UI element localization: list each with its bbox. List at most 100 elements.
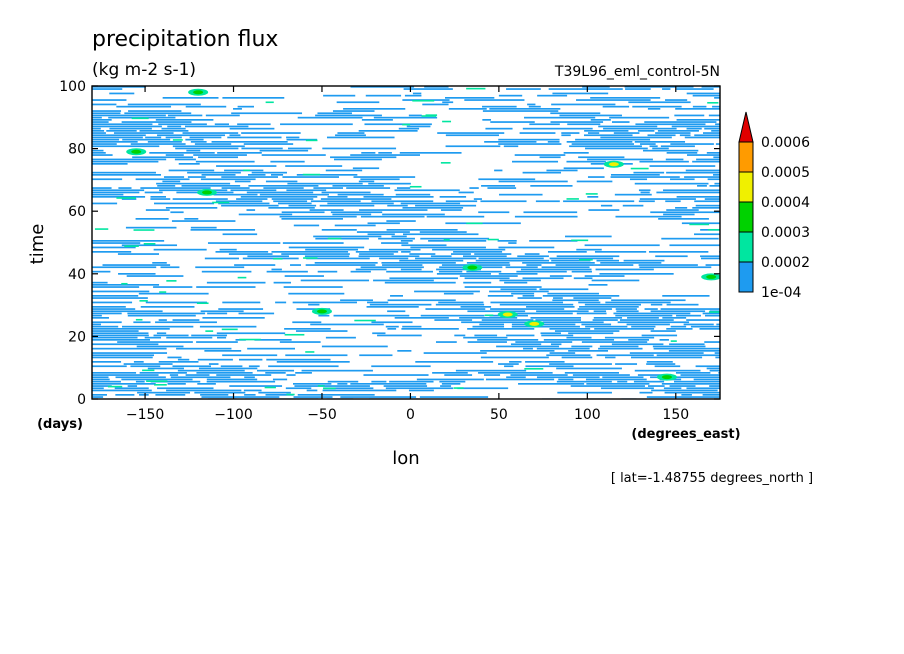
field-cell (692, 207, 720, 209)
field-cell (92, 125, 162, 128)
field-cell (229, 385, 283, 387)
field-cell (554, 330, 620, 332)
field-cell (172, 365, 212, 368)
field-cell (327, 202, 394, 205)
field-cell (127, 312, 206, 315)
field-cell (551, 259, 591, 262)
field-cell (643, 149, 699, 152)
field-cell (579, 306, 639, 308)
field-cell (526, 264, 542, 266)
field-cell (340, 299, 373, 302)
field-cell (381, 242, 409, 244)
field-cell (265, 394, 294, 396)
field-cell (436, 268, 482, 271)
field-cell (356, 231, 410, 233)
field-cell (605, 301, 671, 304)
field-cell (638, 264, 698, 266)
field-cell (587, 132, 600, 134)
colorbar: 1e-04 0.0002 0.0003 0.0004 0.0005 0.0006 (738, 111, 810, 301)
field-cell (135, 178, 190, 181)
field-cell (293, 224, 320, 227)
hotspot-core (467, 265, 478, 270)
field-cell (529, 123, 560, 126)
field-cell (663, 189, 720, 192)
field-cell (292, 301, 357, 304)
field-cell (305, 264, 376, 266)
field-cell (243, 389, 262, 392)
field-cell (524, 253, 540, 255)
field-cell (496, 345, 560, 348)
field-cell (230, 189, 277, 192)
field-cell (685, 169, 720, 172)
field-cell (445, 134, 499, 137)
field-cell (702, 132, 720, 134)
field-cell (323, 387, 374, 390)
field-cell (649, 165, 716, 167)
run-name-label: T39L96_eml_control-5N (554, 64, 720, 80)
field-cell (256, 369, 295, 372)
field-cell (472, 325, 505, 328)
x-tick-label: −100 (214, 407, 252, 423)
field-cell (438, 301, 484, 304)
field-cell (167, 383, 186, 385)
field-cell (332, 213, 372, 216)
field-cell (676, 119, 720, 121)
field-cell (686, 387, 720, 390)
field-cell (457, 387, 509, 390)
field-cell (409, 253, 436, 255)
field-cell (652, 147, 669, 150)
field-cell-level2 (354, 319, 376, 322)
field-cell (216, 374, 272, 376)
field-cell (168, 169, 215, 172)
field-cell (666, 303, 699, 306)
field-cell (214, 123, 229, 126)
field-cell (200, 178, 256, 181)
field-cell (675, 108, 720, 110)
field-cell-level2 (237, 276, 247, 279)
field-cell (416, 378, 484, 381)
colorbar-label: 1e-04 (761, 285, 801, 301)
field-cell (542, 295, 620, 297)
field-cell (279, 341, 321, 343)
field-cell (215, 251, 269, 253)
field-cell (480, 350, 555, 352)
field-cell (448, 108, 487, 110)
field-cell (350, 154, 421, 156)
field-cell (219, 248, 237, 251)
field-cell (489, 108, 561, 110)
field-cell (167, 114, 203, 117)
field-cell (716, 323, 720, 326)
field-cell (653, 347, 720, 350)
field-cell (584, 303, 641, 306)
field-cell (582, 86, 610, 88)
field-cell (398, 127, 420, 130)
field-cell (229, 134, 241, 137)
field-cell (640, 143, 656, 145)
field-cell (92, 325, 119, 328)
field-cell (240, 196, 318, 198)
field-cell-level2 (131, 117, 149, 120)
field-cell (310, 323, 384, 326)
field-cell (121, 121, 192, 123)
field-cell (290, 264, 301, 266)
field-cell (563, 167, 604, 170)
field-cell (92, 149, 104, 152)
field-cell (162, 180, 181, 183)
field-cell-level2 (154, 383, 167, 386)
field-cell (559, 114, 622, 117)
field-cell (92, 127, 101, 130)
field-cell (363, 374, 429, 376)
field-cell (549, 257, 614, 260)
field-cell (594, 251, 647, 253)
field-cell (109, 92, 135, 95)
field-cell-level2 (443, 239, 450, 241)
field-cell (611, 299, 686, 302)
colorbar-overflow (738, 111, 754, 143)
field-cell (552, 299, 599, 302)
field-cell (634, 182, 709, 185)
field-cell (377, 334, 422, 337)
field-cell (185, 105, 227, 108)
field-cell (317, 270, 338, 273)
field-cell (162, 97, 219, 99)
field-cell (92, 119, 112, 121)
